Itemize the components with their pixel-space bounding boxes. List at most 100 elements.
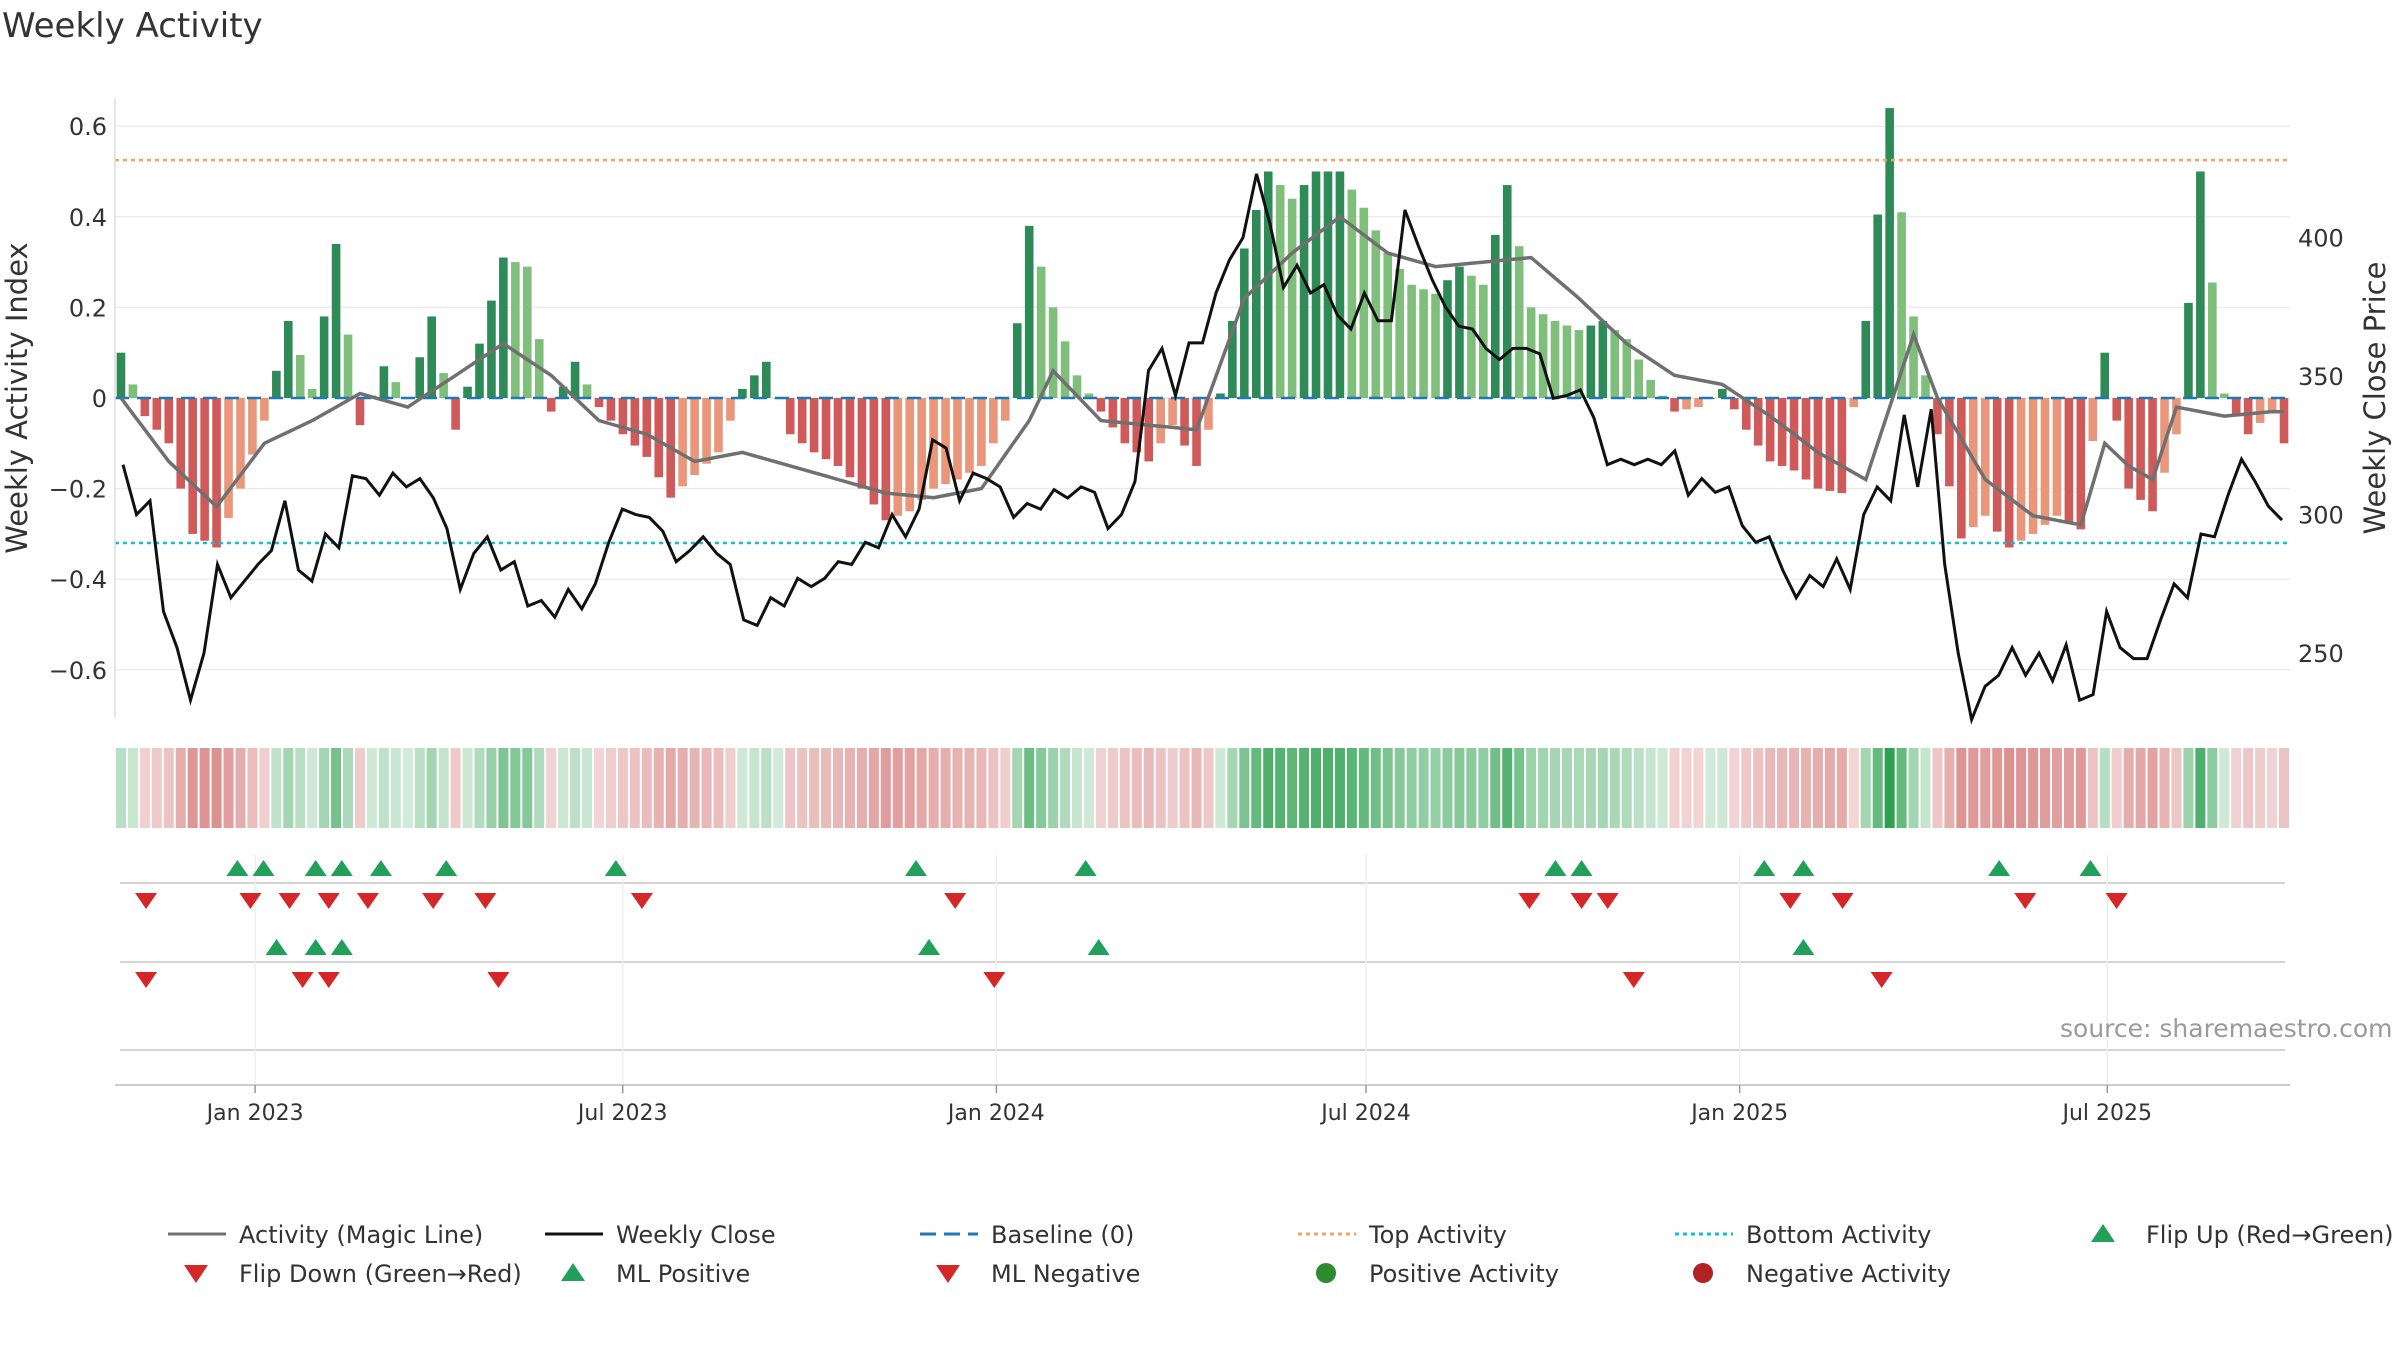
flip-up-marker [1074, 860, 1097, 876]
activity-bar [2196, 171, 2205, 398]
heat-cell [1705, 748, 1716, 828]
activity-bar [917, 398, 926, 500]
ml-negative-marker [135, 972, 158, 988]
heat-cell [2111, 748, 2122, 828]
activity-bar [1670, 398, 1679, 412]
heat-cell [1633, 748, 1644, 828]
activity-bar [355, 398, 365, 426]
flip-up-marker [905, 860, 927, 876]
heat-cell [319, 748, 330, 828]
activity-bar [1574, 330, 1584, 398]
activity-bar [1359, 207, 1369, 398]
activity-bar [1275, 185, 1285, 398]
heat-cell [151, 748, 162, 828]
y2-tick-label: 350 [2298, 363, 2344, 391]
activity-bar [989, 398, 998, 444]
heat-cell [163, 748, 174, 828]
heat-cell [450, 748, 461, 828]
x-tick-label: Jul 2023 [576, 1101, 668, 1126]
heat-cell [629, 748, 640, 828]
heat-cell [1789, 748, 1800, 828]
legend-item: Bottom Activity [1675, 1221, 1931, 1249]
y-tick-label: 0 [92, 385, 107, 413]
activity-bar [738, 388, 747, 398]
activity-bar [809, 398, 819, 453]
heat-cell [1908, 748, 1919, 828]
activity-bar [1586, 325, 1596, 398]
heat-cell [1382, 748, 1393, 828]
activity-bar [1957, 398, 1966, 539]
heat-cell [868, 748, 879, 828]
heat-cell [2123, 748, 2134, 828]
activity-bar [1837, 398, 1847, 494]
activity-bar [1718, 388, 1727, 398]
heat-cell [2255, 748, 2266, 828]
activity-bar [1419, 289, 1428, 398]
heat-cell [522, 748, 533, 828]
y2-axis-title: Weekly Close Price [2358, 262, 2392, 535]
heat-cell [1681, 748, 1692, 828]
heat-cell [1358, 748, 1369, 828]
heat-cell [1215, 748, 1226, 828]
heat-cell [641, 748, 652, 828]
heat-cell [1502, 748, 1513, 828]
ml-negative-marker [1870, 972, 1893, 988]
activity-bar [1682, 398, 1691, 410]
heat-cell [199, 748, 210, 828]
flip-down-marker [1831, 893, 1854, 909]
activity-bar [1610, 330, 1620, 398]
source-note: source: sharemaestro.com [2060, 1014, 2393, 1043]
heat-cell [1406, 748, 1417, 828]
activity-bar [702, 398, 711, 464]
heat-cell [235, 748, 246, 828]
heat-cell [1669, 748, 1680, 828]
weekly-close-line [121, 173, 2284, 725]
activity-bar [1012, 323, 1022, 398]
activity-bar [1992, 398, 2002, 532]
legend-item: Negative Activity [1693, 1260, 1951, 1288]
legend-label: Activity (Magic Line) [239, 1221, 483, 1249]
heat-cell [832, 748, 844, 828]
heat-cell [904, 748, 915, 828]
activity-bar [2028, 398, 2038, 534]
heat-cell [2004, 748, 2015, 828]
legend-label: Bottom Activity [1746, 1221, 1931, 1249]
heat-cell [1514, 748, 1525, 828]
activity-bar [1383, 253, 1393, 398]
heat-cell [534, 748, 545, 828]
heat-cell [295, 748, 306, 828]
heat-cell [366, 748, 377, 828]
activity-bar [1144, 398, 1154, 462]
ml-positive-marker [304, 939, 327, 955]
activity-bar [1921, 375, 1930, 398]
activity-bar [2052, 398, 2062, 516]
flip-up-marker [304, 860, 327, 876]
heat-cell [1812, 748, 1823, 828]
activity-bar [236, 398, 245, 489]
heat-cell [665, 748, 676, 828]
activity-bar [140, 398, 150, 417]
heat-cell [1131, 748, 1142, 828]
heat-cell [259, 748, 270, 828]
activity-bar [654, 398, 664, 478]
heat-cell [390, 748, 401, 828]
heat-cell [1836, 748, 1847, 828]
activity-bar [2136, 398, 2145, 500]
heat-cell [1968, 748, 1979, 828]
activity-bar [1395, 268, 1404, 398]
heat-cell [809, 748, 820, 828]
y-tick-label: −0.6 [49, 657, 107, 685]
flip-down-marker [2014, 893, 2037, 909]
legend-item: ML Positive [561, 1260, 750, 1288]
activity-bar [1646, 379, 1655, 398]
activity-bar [176, 398, 186, 489]
heat-cell [689, 748, 700, 828]
heat-cell [474, 748, 485, 828]
legend-label: Negative Activity [1746, 1260, 1951, 1288]
y-tick-label: −0.4 [49, 566, 107, 594]
activity-bar [463, 386, 472, 398]
activity-bar [929, 398, 938, 489]
heat-cell [892, 748, 903, 828]
heat-cell [1322, 748, 1333, 828]
activity-bar [152, 398, 162, 430]
